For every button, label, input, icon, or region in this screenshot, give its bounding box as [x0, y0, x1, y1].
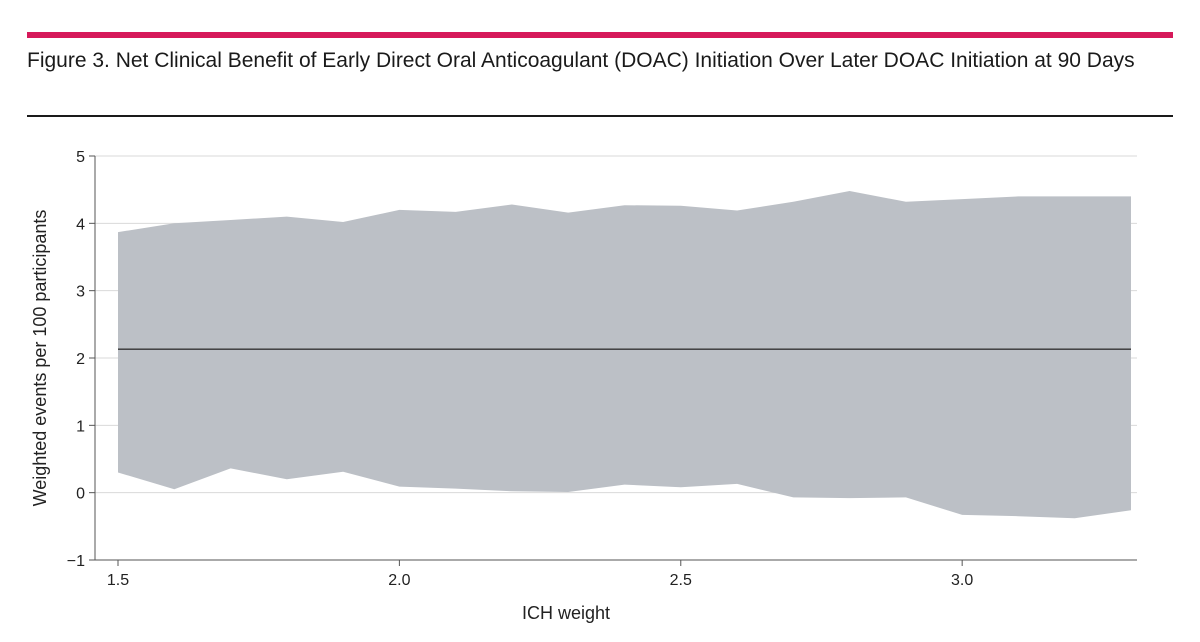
confidence-band	[118, 191, 1131, 519]
accent-bar	[27, 32, 1173, 38]
y-tick-label: 3	[76, 284, 85, 301]
y-tick-label: 0	[76, 486, 85, 503]
y-tick-label: −1	[67, 553, 85, 570]
x-tick-label: 2.0	[388, 572, 410, 589]
figure-title: Figure 3. Net Clinical Benefit of Early …	[27, 49, 1135, 72]
y-tick-label: 1	[76, 418, 85, 435]
y-tick-label: 5	[76, 149, 85, 166]
x-axis-label: ICH weight	[522, 603, 610, 623]
y-axis-label: Weighted events per 100 participants	[30, 210, 50, 507]
title-rule	[27, 115, 1173, 117]
x-tick-label: 1.5	[107, 572, 129, 589]
x-tick-label: 3.0	[951, 572, 973, 589]
y-tick-label: 2	[76, 351, 85, 368]
x-tick-label: 2.5	[670, 572, 692, 589]
y-tick-label: 4	[76, 216, 85, 233]
